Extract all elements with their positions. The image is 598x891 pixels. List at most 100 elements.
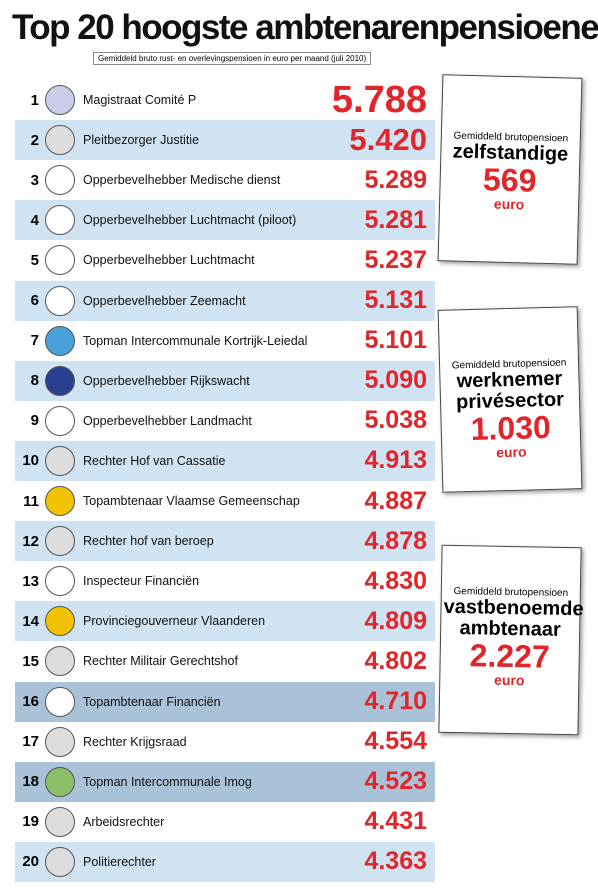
value: 4.802 bbox=[364, 646, 427, 675]
icon bbox=[45, 365, 75, 396]
rank: 5 bbox=[30, 251, 39, 269]
box-amount: 569 bbox=[482, 161, 537, 199]
rank: 9 bbox=[30, 412, 39, 430]
name: Topman Intercommunale Imog bbox=[83, 774, 252, 789]
value: 4.913 bbox=[364, 446, 427, 475]
box-unit: euro bbox=[493, 671, 525, 689]
icon bbox=[45, 846, 75, 877]
value: 5.237 bbox=[364, 245, 427, 274]
box-unit: euro bbox=[495, 443, 527, 461]
box-amount: 2.227 bbox=[469, 637, 551, 675]
name: Rechter Militair Gerechtshof bbox=[83, 654, 238, 669]
name: Opperbevelhebber Medische dienst bbox=[83, 173, 281, 188]
value: 5.289 bbox=[364, 165, 427, 194]
value: 5.038 bbox=[364, 406, 427, 435]
row: 15 Rechter Militair Gerechtshof 4.802 bbox=[15, 641, 435, 681]
rank: 19 bbox=[22, 813, 39, 831]
icon bbox=[45, 726, 75, 757]
icon bbox=[45, 165, 75, 196]
value: 5.101 bbox=[364, 326, 427, 355]
rank: 13 bbox=[22, 572, 39, 590]
rank: 2 bbox=[30, 131, 39, 149]
row: 14 Provinciegouverneur Vlaanderen 4.809 bbox=[15, 601, 435, 642]
icon bbox=[45, 606, 75, 637]
info-box: Gemiddeld brutopensioen werknemer privése… bbox=[437, 306, 583, 493]
name: Topambtenaar Vlaamse Gemeenschap bbox=[83, 494, 300, 508]
value: 5.090 bbox=[364, 366, 427, 395]
name: Pleitbezorger Justitie bbox=[83, 133, 200, 148]
name: Politierechter bbox=[83, 854, 156, 869]
value: 4.710 bbox=[364, 687, 427, 715]
icon bbox=[45, 526, 75, 557]
icon bbox=[45, 566, 75, 597]
row: 13 Inspecteur Financiën 4.830 bbox=[15, 561, 435, 601]
box-amount: 1.030 bbox=[470, 408, 552, 448]
icon bbox=[45, 85, 75, 115]
value: 4.878 bbox=[364, 526, 427, 555]
icon bbox=[45, 125, 75, 156]
name: Topambtenaar Financiën bbox=[83, 694, 221, 709]
name: Rechter Krijgsraad bbox=[83, 734, 187, 749]
rank: 18 bbox=[22, 773, 39, 791]
subtitle: Gemiddeld bruto rust- en overlevingspens… bbox=[93, 52, 372, 65]
name: Rechter hof van beroep bbox=[83, 534, 214, 549]
rank: 3 bbox=[30, 171, 39, 189]
value: 5.420 bbox=[349, 122, 427, 158]
value: 4.363 bbox=[364, 847, 427, 876]
value: 4.887 bbox=[364, 486, 427, 515]
row: 16 Topambtenaar Financiën 4.710 bbox=[15, 681, 435, 722]
row: 18 Topman Intercommunale Imog 4.523 bbox=[15, 761, 435, 802]
row: 6 Opperbevelhebber Zeemacht 5.131 bbox=[15, 280, 435, 321]
name: Rechter Hof van Cassatie bbox=[83, 453, 226, 468]
rank: 10 bbox=[22, 452, 39, 470]
name: Opperbevelhebber Zeemacht bbox=[83, 293, 246, 308]
row: 4 Opperbevelhebber Luchtmacht (piloot) 5.2… bbox=[15, 200, 435, 241]
name: Provinciegouverneur Vlaanderen bbox=[83, 614, 266, 629]
row: 3 Opperbevelhebber Medische dienst 5.289 bbox=[15, 160, 435, 200]
rank: 15 bbox=[22, 652, 39, 670]
rank: 12 bbox=[22, 532, 39, 550]
row: 9 Opperbevelhebber Landmacht 5.038 bbox=[15, 401, 435, 441]
row: 7 Topman Intercommunale Kortrijk-Leiedal 5… bbox=[15, 321, 435, 361]
icon bbox=[45, 245, 75, 276]
value: 4.431 bbox=[364, 807, 427, 836]
value: 4.809 bbox=[364, 606, 427, 635]
rank: 14 bbox=[22, 612, 39, 630]
icon bbox=[45, 205, 75, 236]
name: Topman Intercommunale Kortrijk-Leiedal bbox=[83, 333, 308, 348]
row: 8 Opperbevelhebber Rijkswacht 5.090 bbox=[15, 360, 435, 401]
box-unit: euro bbox=[493, 195, 525, 213]
icon bbox=[45, 325, 75, 356]
box-group: vastbenoemde ambtenaar bbox=[443, 595, 584, 641]
rank: 17 bbox=[22, 733, 39, 751]
row: 10 Rechter Hof van Cassatie 4.913 bbox=[15, 440, 435, 481]
icon bbox=[45, 646, 75, 677]
rank: 6 bbox=[30, 292, 39, 309]
icon bbox=[45, 686, 75, 717]
rank: 1 bbox=[30, 91, 39, 109]
name: Arbeidsrechter bbox=[83, 814, 165, 829]
row: 20 Politierechter 4.363 bbox=[15, 841, 435, 882]
name: Magistraat Comité P bbox=[83, 93, 197, 107]
icon bbox=[45, 285, 75, 316]
value: 5.131 bbox=[364, 286, 427, 314]
rank: 11 bbox=[23, 492, 39, 510]
rank: 8 bbox=[30, 372, 39, 390]
name: Opperbevelhebber Rijkswacht bbox=[83, 373, 250, 388]
box-group: werknemer privésector bbox=[455, 367, 565, 414]
row: 12 Rechter hof van beroep 4.878 bbox=[15, 521, 435, 562]
value: 5.281 bbox=[364, 205, 427, 234]
row: 17 Rechter Krijgsraad 4.554 bbox=[15, 722, 435, 762]
name: Opperbevelhebber Luchtmacht bbox=[83, 253, 255, 268]
value: 4.554 bbox=[364, 727, 427, 756]
title: Top 20 hoogste ambtenarenpensioenen bbox=[12, 8, 598, 47]
icon bbox=[45, 405, 75, 436]
rank: 7 bbox=[30, 332, 39, 350]
row: 19 Arbeidsrechter 4.431 bbox=[15, 802, 435, 842]
rank: 4 bbox=[30, 211, 39, 229]
info-box: Gemiddeld brutopensioen zelfstandige 569 eu… bbox=[437, 74, 583, 265]
name: Opperbevelhebber Landmacht bbox=[83, 413, 252, 428]
icon bbox=[45, 486, 75, 516]
icon bbox=[45, 766, 75, 797]
